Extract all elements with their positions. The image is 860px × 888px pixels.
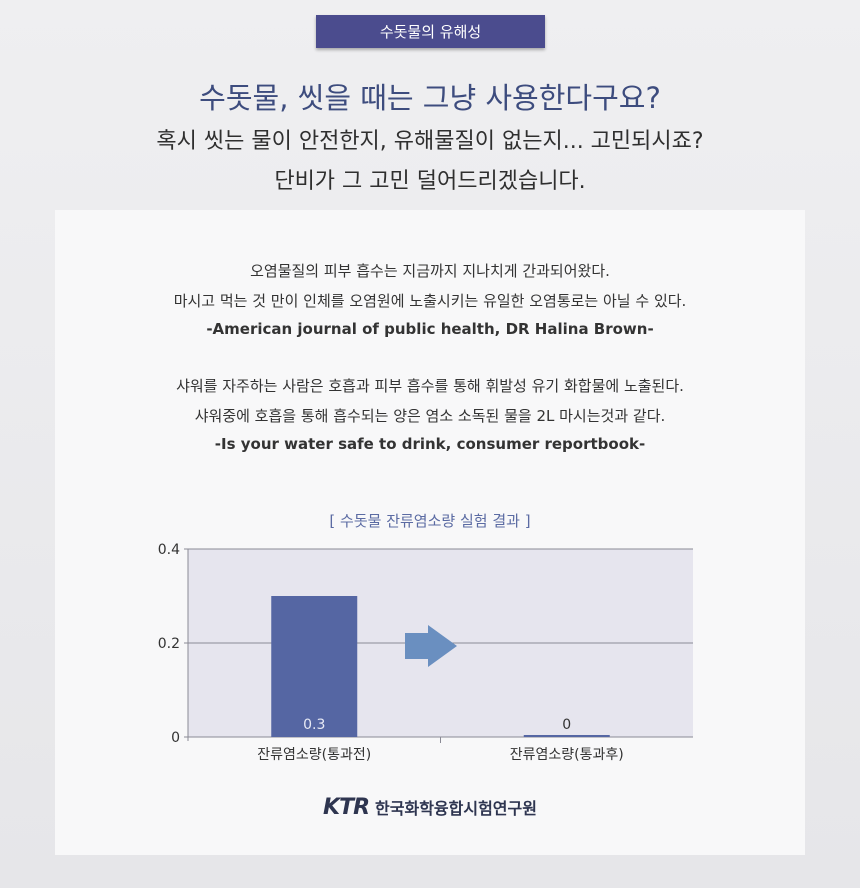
quote-2-line-2: 샤워중에 호흡을 통해 흡수되는 양은 염소 소독된 물을 2L 마시는것과 같…: [194, 407, 666, 425]
logo-name: 한국화학융합시험연구원: [375, 799, 537, 818]
logo-mark: KTR: [323, 795, 370, 820]
bar: [523, 735, 610, 737]
x-tick-label: 잔류염소량(통과전): [257, 747, 371, 763]
headline: 수돗물, 씻을 때는 그냥 사용한다구요?: [199, 81, 661, 115]
subtitle-line-1: 혹시 씻는 물이 안전한지, 유해물질이 없는지... 고민되시죠?: [156, 129, 704, 154]
quote-1-line-2: 마시고 먹는 것 만이 인체를 오염원에 노출시키는 유일한 오염통로는 아닐 …: [173, 292, 687, 310]
arrow-right-icon: [405, 625, 457, 667]
y-tick-label: 0.2: [158, 636, 180, 652]
y-tick-label: 0.4: [158, 542, 180, 558]
bar-chart: 0 0.2 0.4 0.3 잔류염소량(통과전) 0 잔류염소량(통과후): [158, 542, 693, 763]
subtitle-line-2: 단비가 그 고민 덜어드리겠습니다.: [274, 169, 586, 194]
quote-1-source: -American journal of public health, DR H…: [206, 320, 654, 338]
ktr-logo: KTR 한국화학융합시험연구원: [55, 795, 805, 820]
data-label: 0.3: [303, 717, 325, 733]
quote-2-source: -Is your water safe to drink, consumer r…: [214, 435, 646, 453]
bar: [271, 596, 358, 737]
quote-1-line-1: 오염물질의 피부 흡수는 지금까지 지나치게 간과되어왔다.: [250, 262, 610, 280]
x-tick-label: 잔류염소량(통과후): [510, 747, 624, 763]
data-label: 0: [562, 717, 571, 733]
section-badge: 수돗물의 유해성: [316, 15, 545, 48]
chart-title: [ 수돗물 잔류염소량 실험 결과 ]: [329, 512, 531, 530]
quote-2-line-1: 샤워를 자주하는 사람은 호흡과 피부 흡수를 통해 휘발성 유기 화합물에 노…: [176, 377, 684, 395]
y-tick-label: 0: [171, 730, 180, 746]
content-card: 오염물질의 피부 흡수는 지금까지 지나치게 간과되어왔다. 마시고 먹는 것 …: [55, 210, 805, 855]
